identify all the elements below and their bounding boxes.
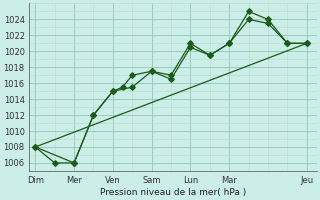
X-axis label: Pression niveau de la mer( hPa ): Pression niveau de la mer( hPa ) <box>100 188 246 197</box>
